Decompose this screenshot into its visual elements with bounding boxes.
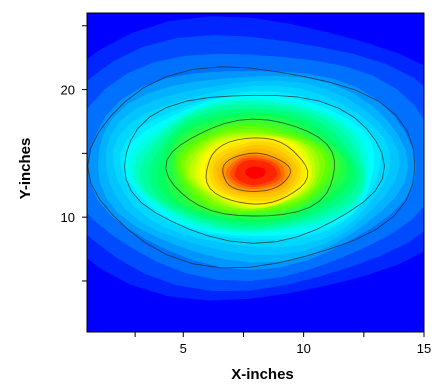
x-tick-label-15: 15 [417, 341, 431, 356]
contour-lines [87, 66, 416, 269]
x-tick-label-5: 5 [180, 341, 187, 356]
x-tick-label-10: 10 [296, 341, 310, 356]
contour-line-level-2 [124, 94, 385, 244]
x-axis: 5 10 15 [134, 332, 431, 356]
plot-frame [86, 12, 425, 333]
x-axis-title: X-inches [231, 366, 294, 383]
contour-line-level-7 [222, 152, 291, 192]
contour-line-level-4 [165, 118, 335, 217]
contour-peak [245, 166, 266, 179]
contour-fills [87, 16, 424, 301]
contour-line-level-6 [205, 137, 309, 205]
y-axis: 10 20 [61, 25, 87, 282]
y-tick-label-20: 20 [61, 83, 75, 98]
y-tick-label-10: 10 [61, 210, 75, 225]
contour-line-level-1 [87, 66, 416, 269]
y-axis-title: Y-inches [17, 138, 34, 200]
